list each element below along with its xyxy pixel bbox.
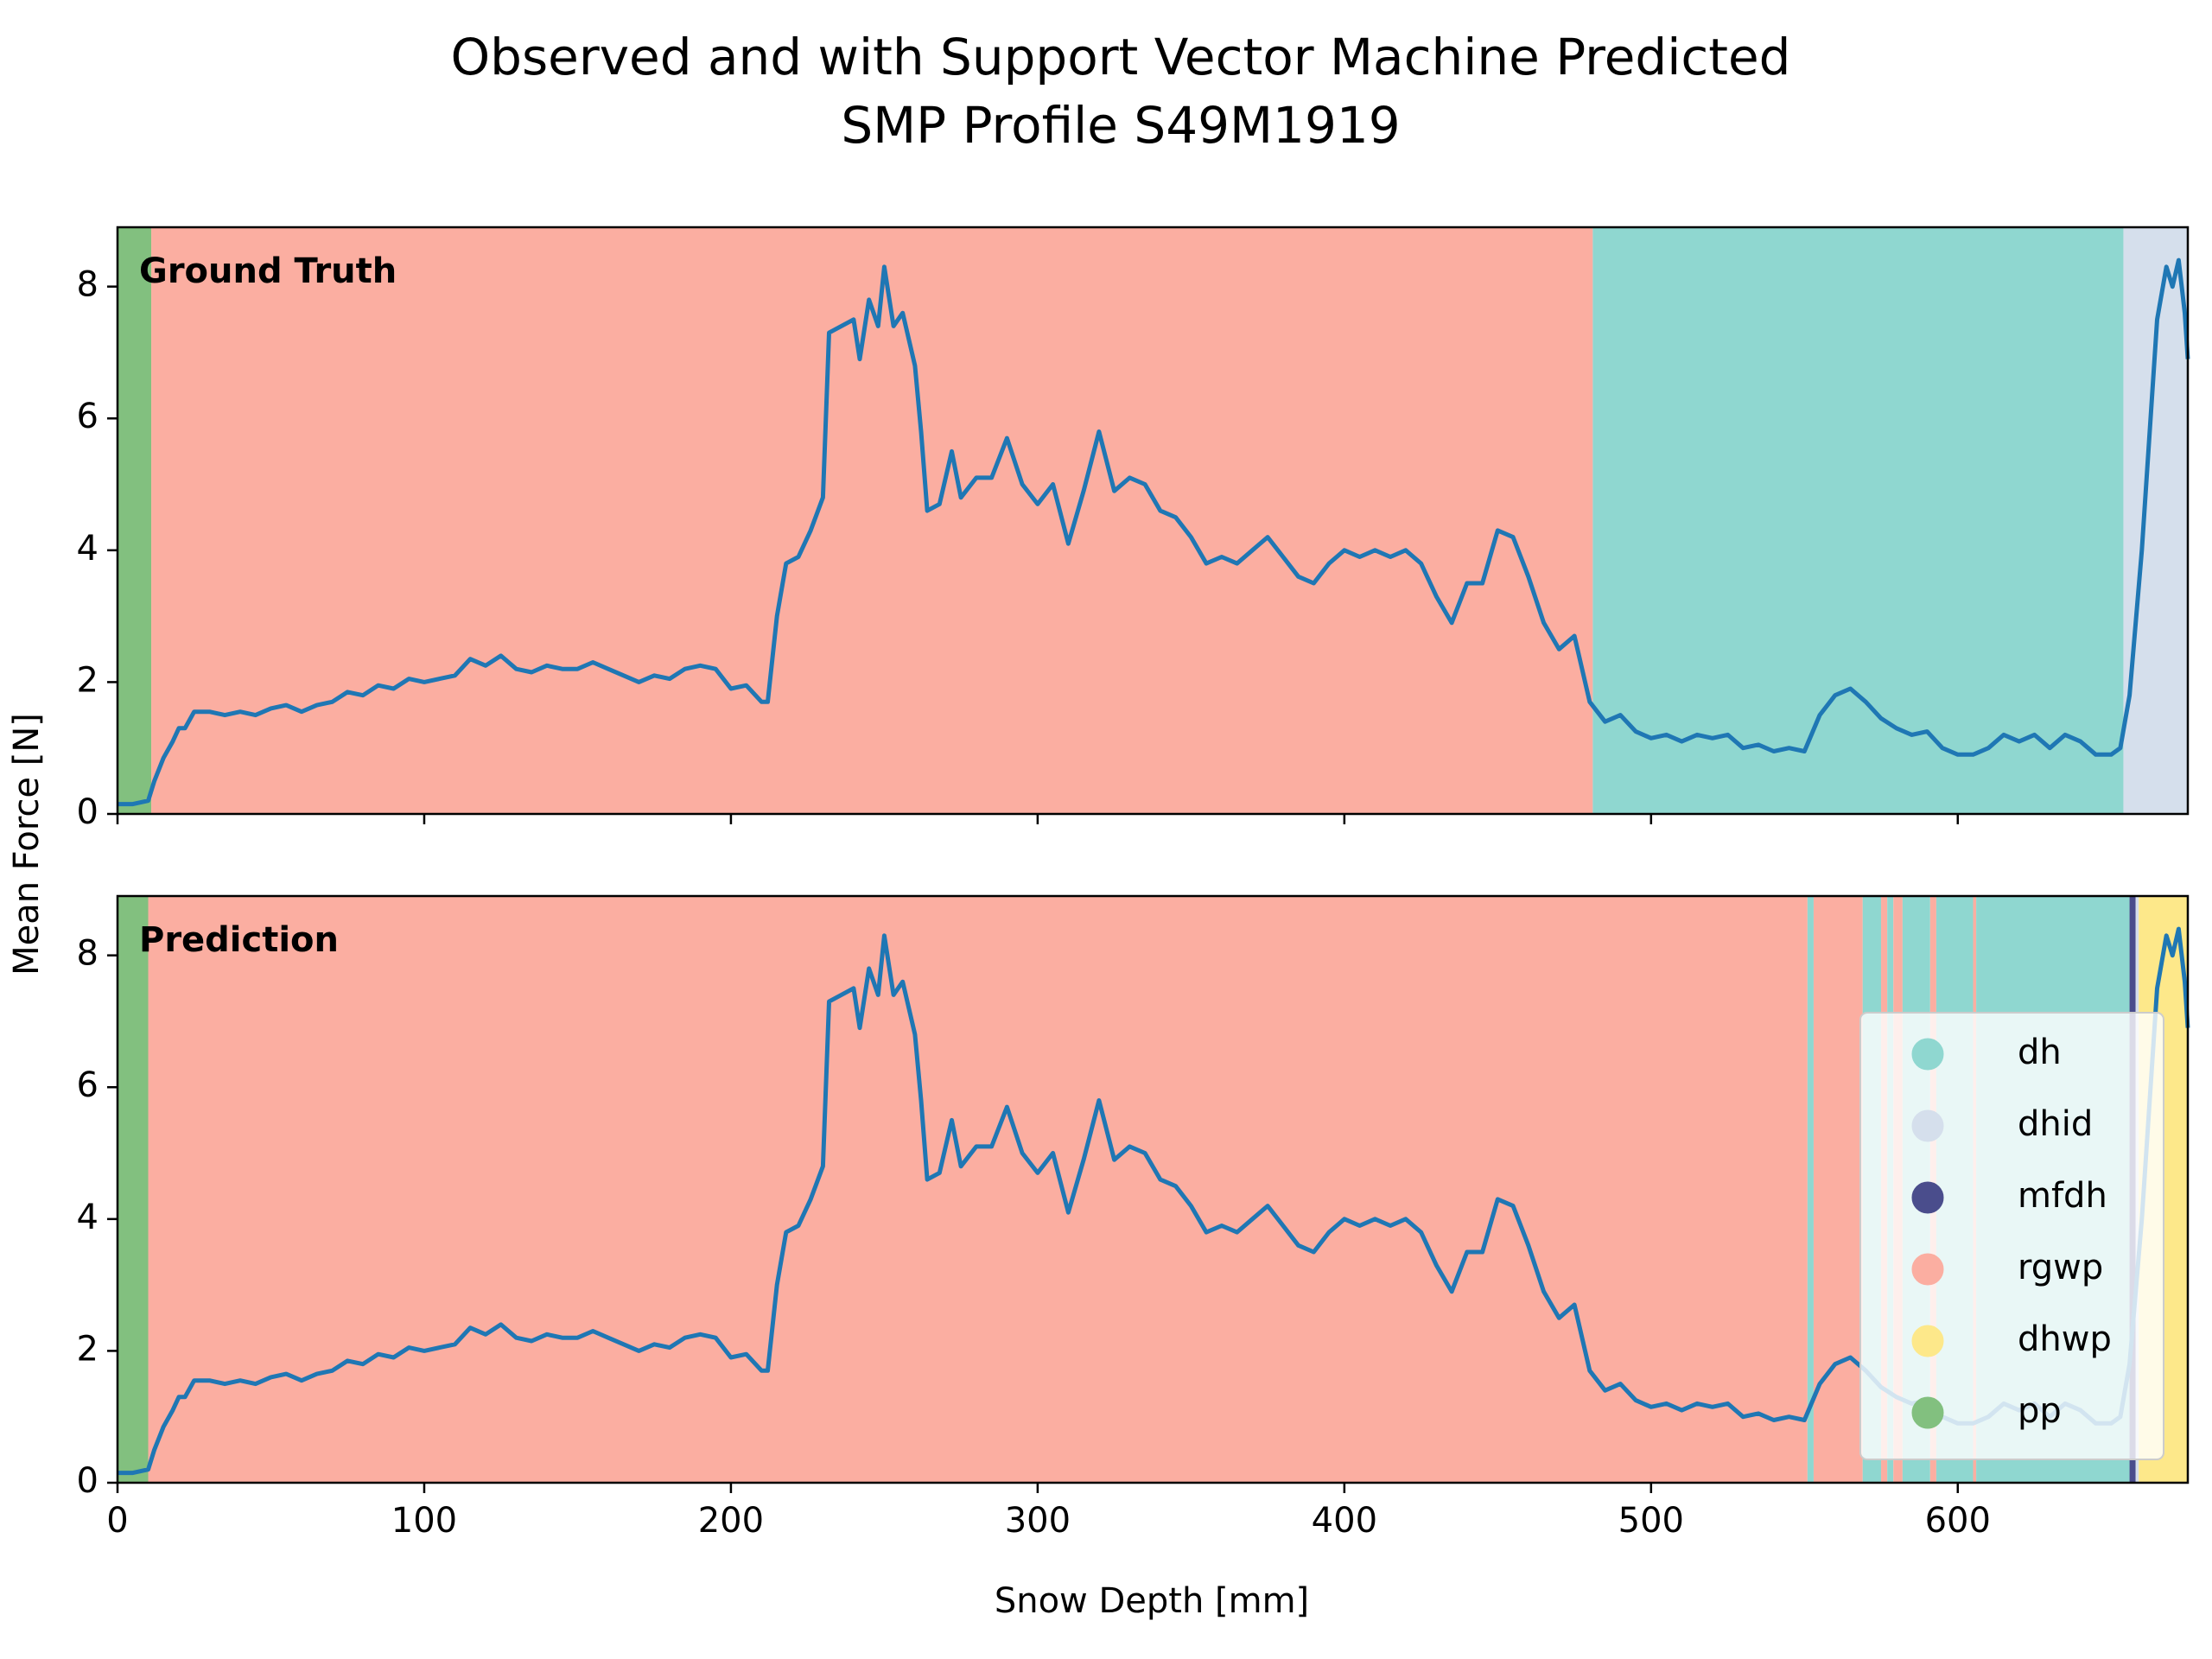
legend-label: dhwp	[2018, 1319, 2112, 1359]
x-tick-label: 600	[1925, 1501, 1991, 1541]
x-axis-label: Snow Depth [mm]	[995, 1581, 1309, 1621]
legend-box	[1859, 1012, 2164, 1460]
class-segment	[1592, 227, 2124, 814]
legend-label: dhid	[2018, 1104, 2093, 1144]
x-tick-label: 300	[1005, 1501, 1071, 1541]
y-tick-label: 6	[77, 1065, 99, 1105]
legend-label: dh	[2018, 1033, 2062, 1072]
chart-title: Observed and with Support Vector Machine…	[451, 28, 1791, 86]
x-tick-label: 500	[1618, 1501, 1684, 1541]
y-tick-label: 0	[77, 792, 99, 832]
legend-marker	[1911, 1038, 1944, 1071]
y-tick-label: 0	[77, 1461, 99, 1501]
y-tick-label: 4	[77, 529, 99, 569]
class-segment	[1807, 896, 1814, 1483]
class-segment	[118, 227, 152, 814]
legend-label: rgwp	[2018, 1248, 2103, 1287]
legend-marker	[1911, 1325, 1944, 1357]
class-segment	[148, 896, 1808, 1483]
x-tick-label: 200	[698, 1501, 764, 1541]
panel-label: Prediction	[139, 920, 339, 960]
force-line	[118, 257, 2190, 807]
y-tick-label: 2	[77, 660, 99, 700]
x-tick-label: 100	[391, 1501, 457, 1541]
legend-marker	[1911, 1396, 1944, 1429]
class-segment	[151, 227, 1593, 814]
legend-label: mfdh	[2018, 1176, 2107, 1216]
y-tick-label: 8	[77, 934, 99, 974]
x-tick-label: 0	[106, 1501, 128, 1541]
chart-title: SMP Profile S49M1919	[841, 96, 1400, 155]
class-segment	[2123, 227, 2188, 814]
legend-marker	[1911, 1181, 1944, 1214]
y-tick-label: 4	[77, 1198, 99, 1237]
legend: dh dhid mfdh rgwp dhwp pp	[1859, 1012, 2164, 1460]
legend-marker	[1911, 1253, 1944, 1286]
y-tick-label: 8	[77, 265, 99, 305]
y-tick-label: 2	[77, 1329, 99, 1369]
axes-frame	[116, 226, 2190, 816]
x-tick-label: 400	[1312, 1501, 1377, 1541]
panel-label: Ground Truth	[139, 251, 397, 291]
y-tick-label: 6	[77, 397, 99, 436]
class-segment	[1813, 896, 1863, 1483]
legend-label: pp	[2018, 1391, 2062, 1431]
y-axis-label: Mean Force [N]	[7, 713, 47, 976]
axes-frame	[116, 894, 2190, 1484]
class-segment	[118, 896, 149, 1483]
legend-marker	[1911, 1109, 1944, 1142]
